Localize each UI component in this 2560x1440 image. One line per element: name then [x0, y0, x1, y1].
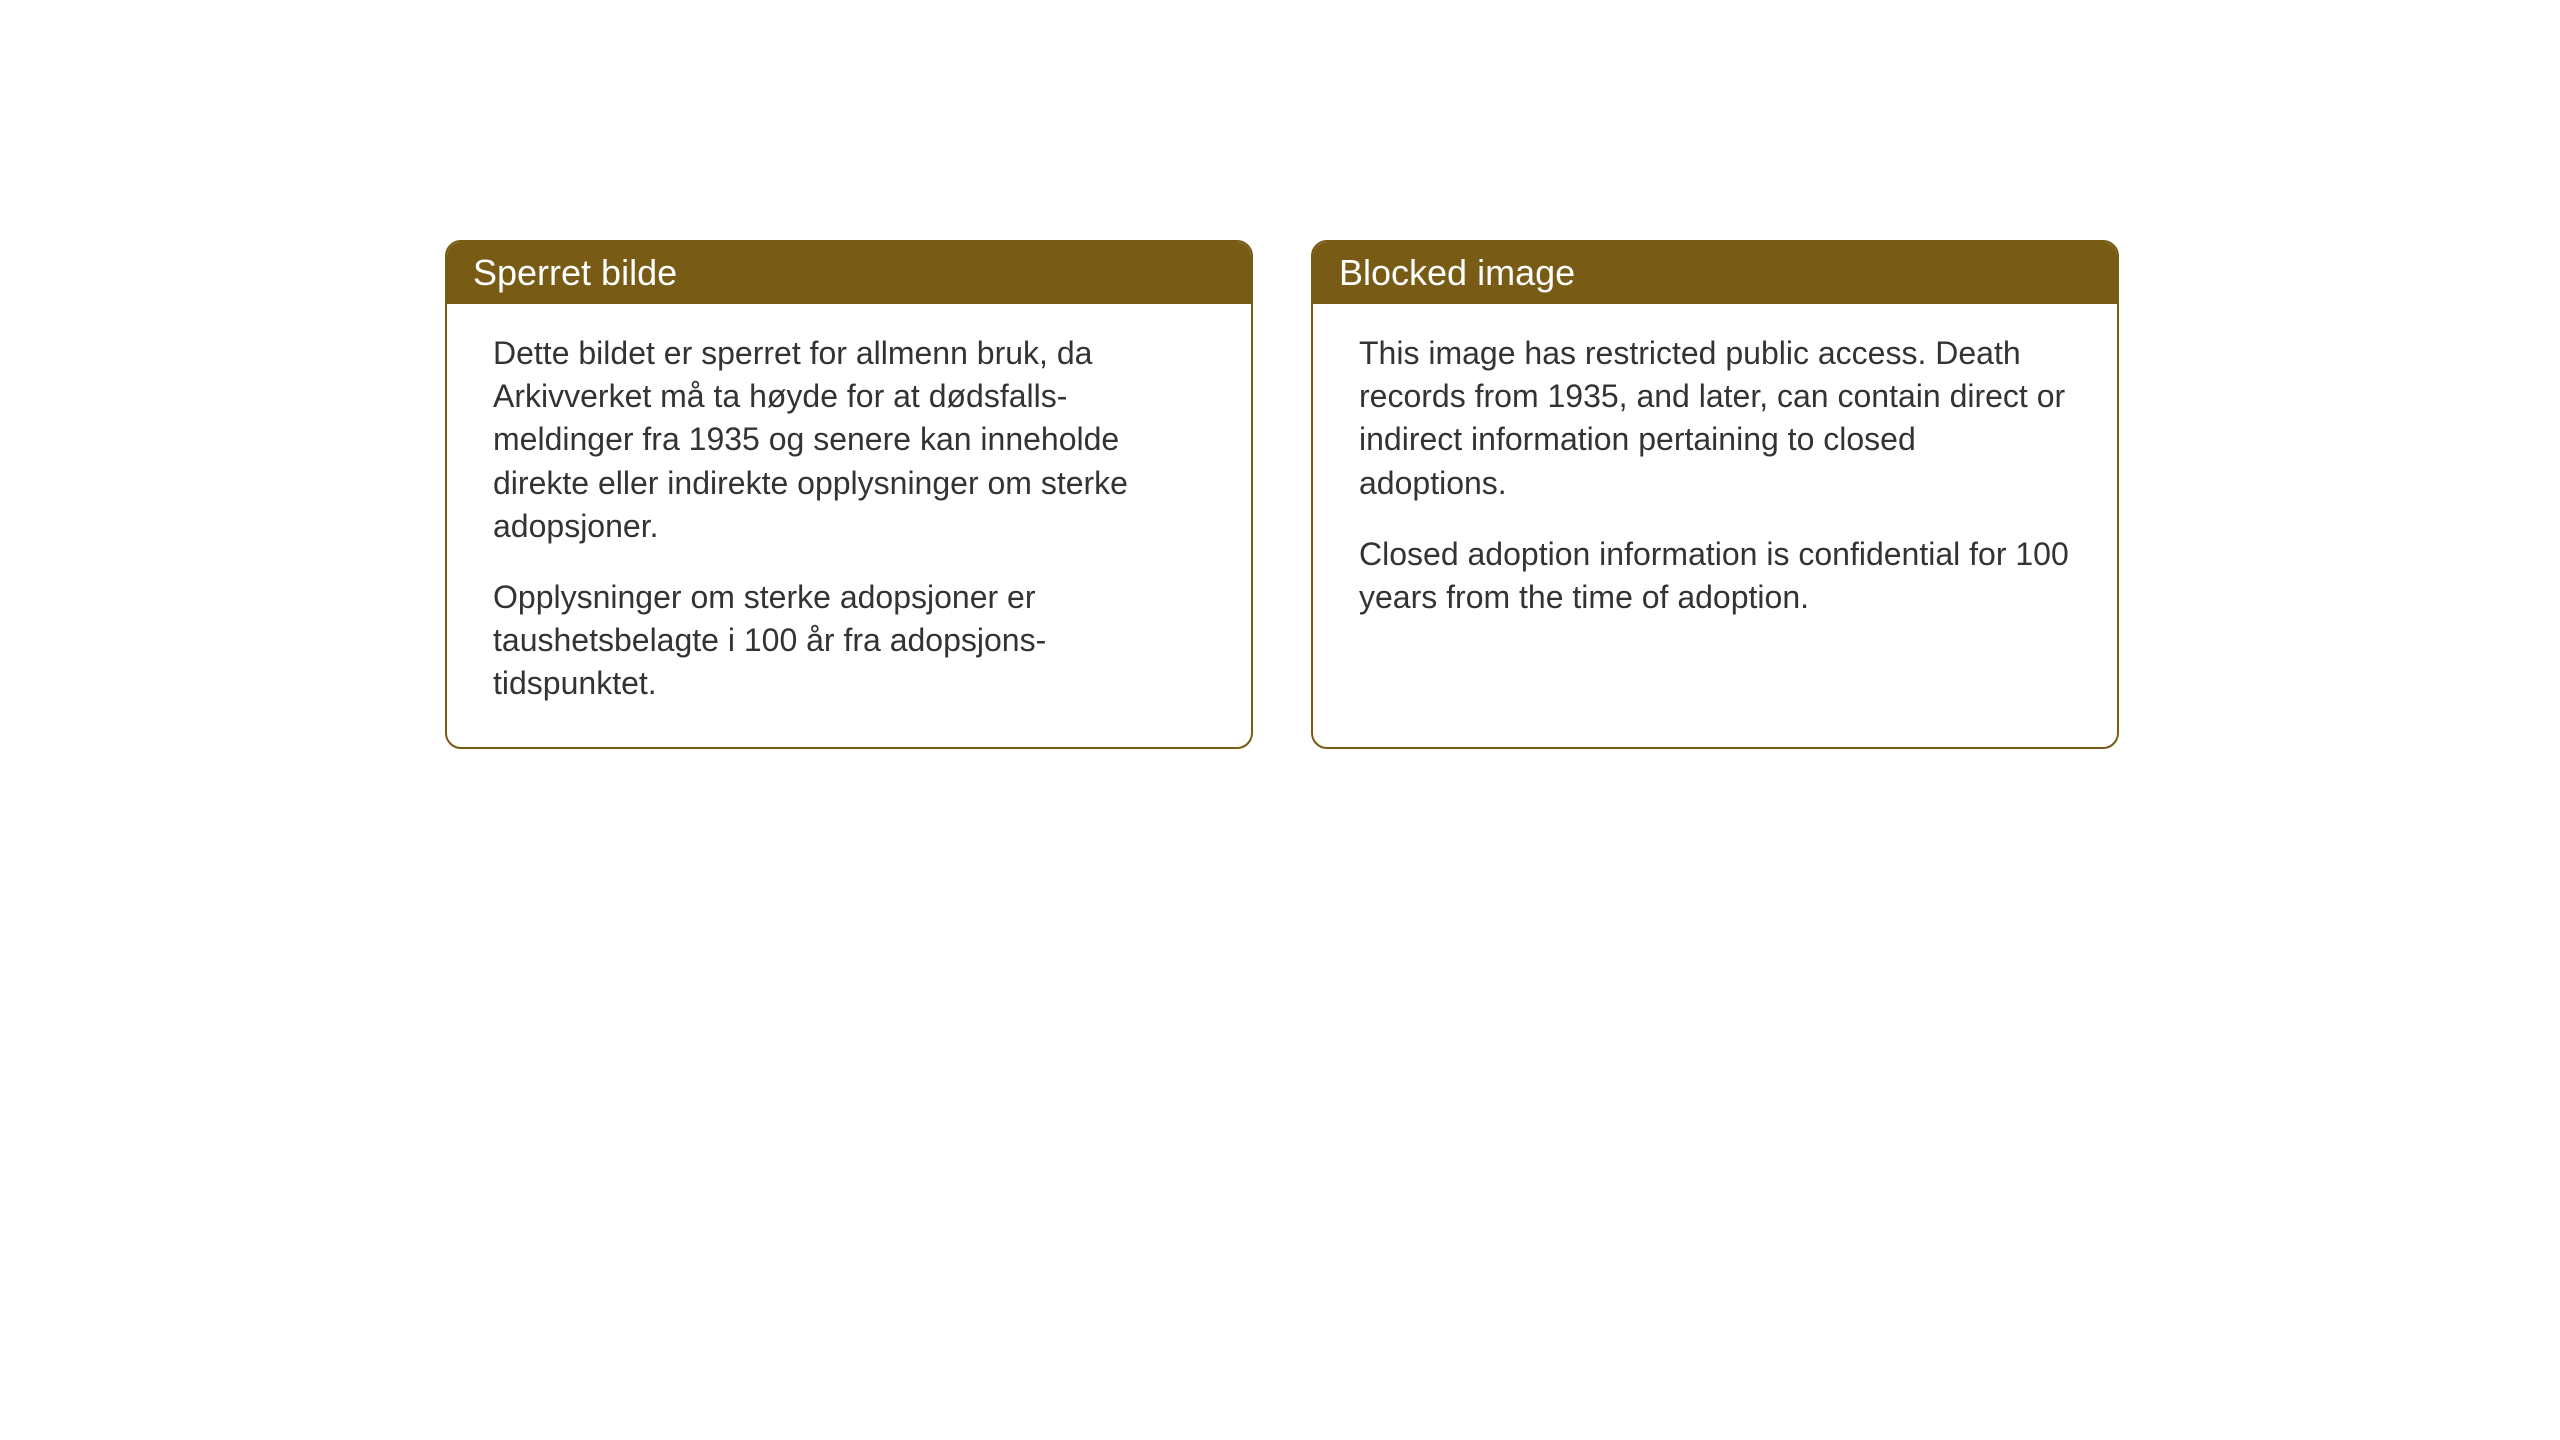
notice-card-english: Blocked image This image has restricted …	[1311, 240, 2119, 749]
card-body-norwegian: Dette bildet er sperret for allmenn bruk…	[447, 304, 1251, 746]
card-paragraph2-english: Closed adoption information is confident…	[1359, 533, 2071, 619]
card-header-english: Blocked image	[1313, 242, 2117, 304]
card-paragraph2-norwegian: Opplysninger om sterke adopsjoner er tau…	[493, 576, 1205, 706]
card-title-english: Blocked image	[1339, 252, 1575, 293]
card-title-norwegian: Sperret bilde	[473, 252, 677, 293]
card-body-english: This image has restricted public access.…	[1313, 304, 2117, 659]
notice-container: Sperret bilde Dette bildet er sperret fo…	[445, 240, 2119, 749]
card-paragraph1-english: This image has restricted public access.…	[1359, 332, 2071, 505]
card-paragraph1-norwegian: Dette bildet er sperret for allmenn bruk…	[493, 332, 1205, 548]
notice-card-norwegian: Sperret bilde Dette bildet er sperret fo…	[445, 240, 1253, 749]
card-header-norwegian: Sperret bilde	[447, 242, 1251, 304]
